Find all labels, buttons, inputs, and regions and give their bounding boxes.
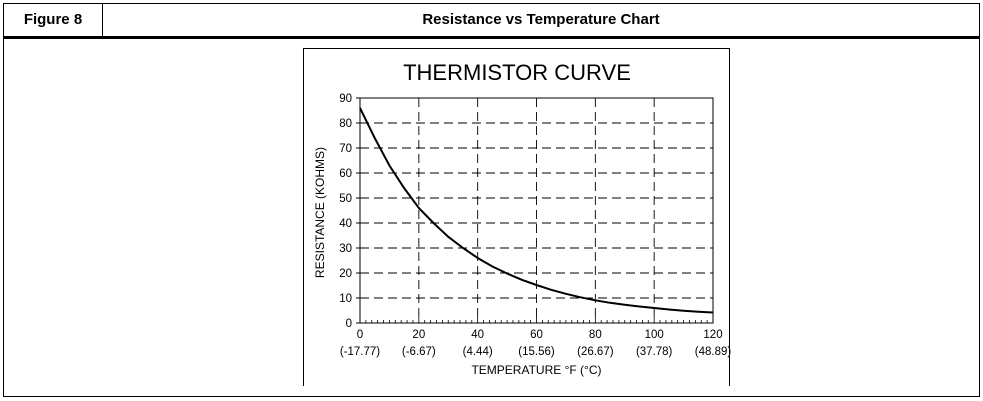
grid-lines xyxy=(360,98,713,323)
x-tick-sublabel: (37.78) xyxy=(636,346,673,358)
figure-header: Figure 8 Resistance vs Temperature Chart xyxy=(4,4,979,39)
y-tick-label: 40 xyxy=(339,218,352,230)
chart-title: THERMISTOR CURVE xyxy=(403,60,631,85)
x-tick-label: 40 xyxy=(471,329,484,341)
figure-title: Resistance vs Temperature Chart xyxy=(422,11,660,28)
plot-area xyxy=(359,97,714,324)
chart-container: THERMISTOR CURVE 0 10 20 30 40 50 60 70 80 90 0 (-… xyxy=(303,48,731,386)
thermistor-chart: THERMISTOR CURVE 0 10 20 30 40 50 60 70 80 90 0 (-… xyxy=(313,60,731,377)
x-axis-label: TEMPERATURE °F (°C) xyxy=(471,363,601,377)
y-tick-label: 80 xyxy=(339,118,352,130)
x-tick-label: 80 xyxy=(589,329,602,341)
y-tick-label: 0 xyxy=(346,318,352,330)
minor-ticks xyxy=(359,317,714,323)
thermistor-curve-line xyxy=(359,107,714,314)
x-tick-label: 60 xyxy=(530,329,543,341)
y-tick-label: 20 xyxy=(339,268,352,280)
x-tick-sublabel: (4.44) xyxy=(463,346,493,358)
x-tick-label: 20 xyxy=(412,329,425,341)
figure-label: Figure 8 xyxy=(4,4,103,36)
x-tick-sublabel: (26.67) xyxy=(577,346,614,358)
x-tick-sublabel: (-17.77) xyxy=(340,346,380,358)
figure-frame: Figure 8 Resistance vs Temperature Chart xyxy=(3,3,980,397)
x-tick-label: 0 xyxy=(357,329,363,341)
y-axis-label: RESISTANCE (KOHMS) xyxy=(313,147,327,278)
y-tick-label: 10 xyxy=(339,293,352,305)
x-tick-sublabel: (15.56) xyxy=(518,346,555,358)
y-tick-label: 50 xyxy=(339,193,352,205)
y-axis-ticks: 0 10 20 30 40 50 60 70 80 90 xyxy=(339,93,360,330)
y-tick-label: 70 xyxy=(339,143,352,155)
x-tick-sublabel: (-6.67) xyxy=(402,346,436,358)
y-tick-label: 30 xyxy=(339,243,352,255)
x-tick-label: 100 xyxy=(645,329,664,341)
x-tick-label: 120 xyxy=(703,329,722,341)
y-tick-label: 60 xyxy=(339,168,352,180)
x-axis-ticks: 0 (-17.77) 20 (-6.67) 40 (4.44) 60 (15.56) 80 (26… xyxy=(340,329,731,358)
x-tick-sublabel: (48.89) xyxy=(695,346,731,358)
y-tick-label: 90 xyxy=(339,93,352,105)
